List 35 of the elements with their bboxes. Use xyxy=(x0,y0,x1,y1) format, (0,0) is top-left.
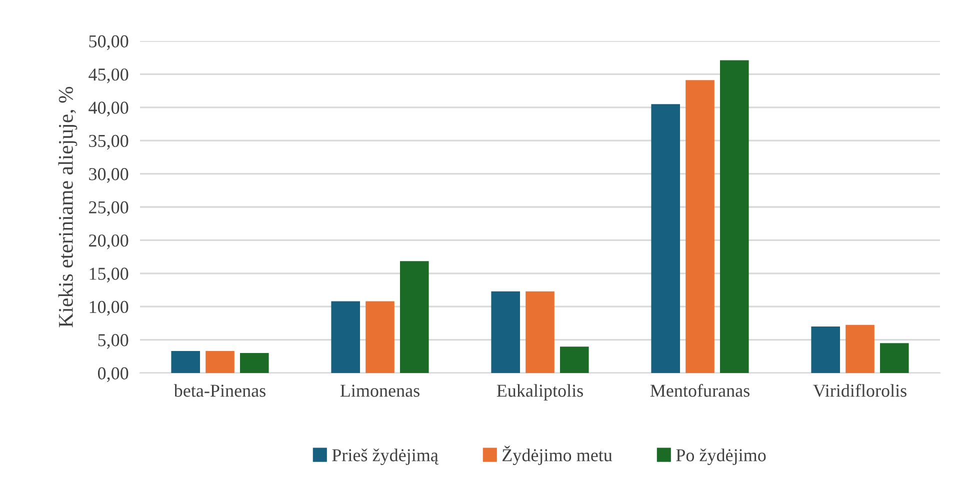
bar xyxy=(240,352,269,373)
bar xyxy=(880,343,909,373)
bar xyxy=(651,104,680,373)
y-tick-label: 5,00 xyxy=(98,334,128,349)
y-tick-label: 20,00 xyxy=(89,234,128,250)
bar xyxy=(846,324,874,373)
bar xyxy=(171,350,200,373)
x-tick-label: Limonenas xyxy=(340,384,420,397)
bar xyxy=(331,301,360,373)
x-tick-label: Viridiflorolis xyxy=(813,384,906,397)
bar xyxy=(206,350,234,373)
y-axis-title: Kiekis eteriniame aliejuje, % xyxy=(58,86,78,328)
bar xyxy=(686,80,714,373)
y-tick-label: 25,00 xyxy=(89,201,128,216)
y-tick-label: 50,00 xyxy=(89,35,128,50)
x-tick-label: Mentofuranas xyxy=(650,384,750,397)
bar xyxy=(720,60,749,373)
y-tick-label: 45,00 xyxy=(88,68,128,84)
legend-label: Po žydėjimo xyxy=(676,448,766,466)
bar xyxy=(526,291,554,373)
y-tick-label: 0,00 xyxy=(98,367,128,382)
bar xyxy=(491,291,520,373)
x-tick-label: beta-Pinenas xyxy=(174,384,266,397)
bar xyxy=(400,261,429,373)
bar xyxy=(811,326,840,373)
legend-label: Žydėjimo metu xyxy=(502,446,612,466)
y-tick-label: 30,00 xyxy=(89,168,128,183)
legend-label: Prieš žydėjimą xyxy=(332,448,439,466)
y-tick-label: 35,00 xyxy=(89,134,128,150)
y-tick-label: 40,00 xyxy=(88,102,128,116)
bar xyxy=(366,301,394,373)
y-tick-label: 15,00 xyxy=(90,268,128,282)
y-tick-label: 10,00 xyxy=(90,300,128,316)
x-tick-label: Eukaliptolis xyxy=(496,384,583,400)
bar xyxy=(560,346,589,373)
